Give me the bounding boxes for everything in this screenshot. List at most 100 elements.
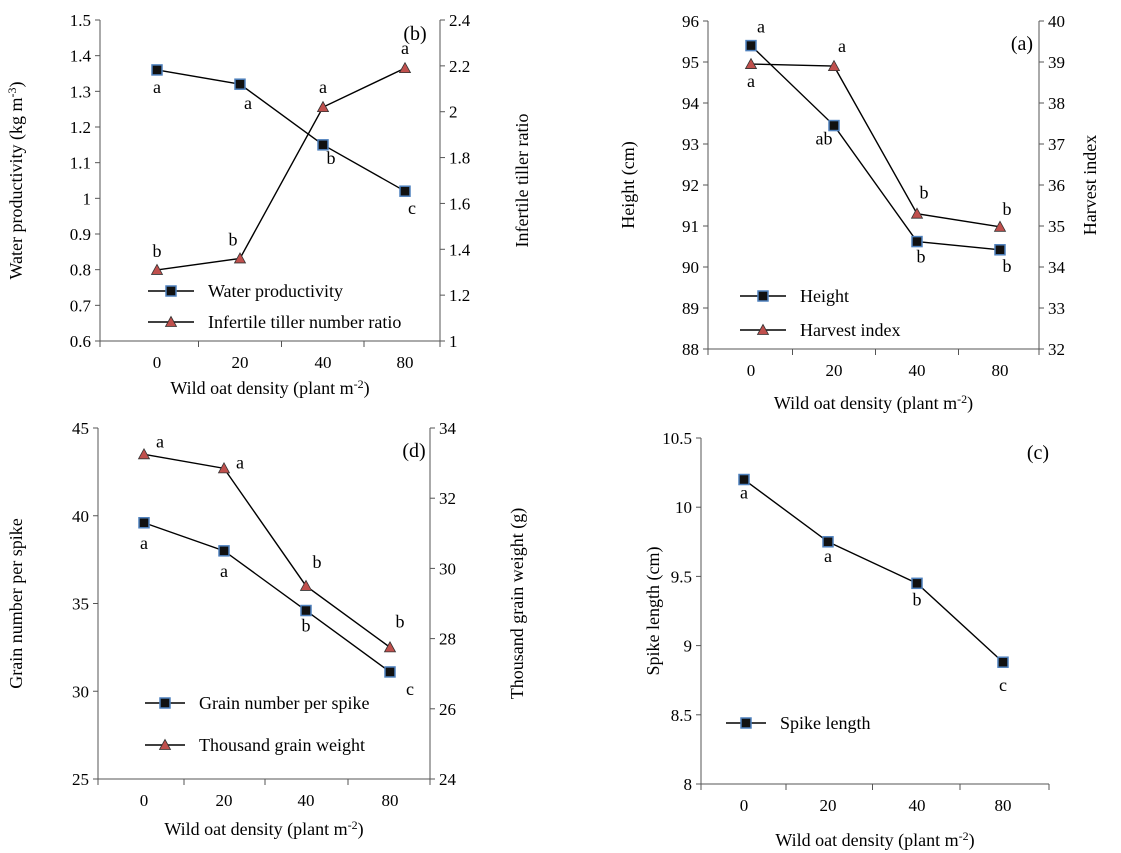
left-y-axis-title: Water productivity (kg m-3) [5,81,27,279]
right-y-tick-label: 1 [449,332,458,351]
data-point [217,462,231,474]
x-tick-label: 0 [747,361,756,380]
right-y-tick-label: 1.2 [449,286,470,305]
data-point [316,100,330,113]
chart-panel-0: 0.6 0.7 0.8 0.9 1 1.1 1.2 1.3 1.4 1.5 1 1.2 1.4 1.6 1.… [5,11,532,399]
data-point [994,244,1006,256]
data-point [218,545,230,557]
right-y-tick-label: 37 [1048,135,1066,154]
right-y-tick-label: 28 [439,630,456,649]
data-point [299,579,313,591]
data-point [738,473,750,486]
data-point [137,447,151,460]
left-y-tick-label: 91 [682,217,699,236]
left-y-tick-label: 93 [682,135,699,154]
x-tick-label: 40 [909,796,926,815]
left-y-tick-label: 1.3 [70,82,91,101]
series-line-1 [750,63,1001,228]
data-point [398,61,412,74]
data-point [828,119,840,132]
x-tick-label: 40 [298,791,315,810]
chart-panel-1: 88 89 90 91 92 93 94 95 96 32 33 34 35 36 37 38 39 40 0 20 4… [618,12,1100,414]
left-y-tick-label: 10 [675,498,692,517]
significance-letter: a [747,71,755,91]
left-y-tick-label: 1.4 [70,47,92,66]
left-y-tick-label: 40 [72,507,89,526]
significance-letter: a [319,77,327,97]
left-y-tick-label: 0.6 [70,332,91,351]
significance-letter: b [917,247,926,267]
data-point [138,517,150,529]
series-line-0 [156,69,406,192]
x-axis-title: Wild oat density (plant m-2) [774,392,973,414]
significance-letter: a [757,17,765,37]
left-y-tick-label: 35 [72,595,89,614]
x-tick-label: 20 [232,353,249,372]
left-y-tick-label: 8 [684,775,693,794]
left-y-tick-label: 92 [682,176,699,195]
significance-letter: a [153,77,161,97]
right-y-tick-label: 2 [449,103,458,122]
left-y-tick-label: 10.5 [662,429,692,448]
x-tick-label: 80 [995,796,1012,815]
series-line-0 [743,478,1004,663]
legend-marker [165,285,177,297]
x-tick-label: 80 [397,353,414,372]
legend-label: Water productivity [208,281,343,301]
left-y-tick-label: 0.9 [70,225,91,244]
right-y-tick-label: 34 [439,419,457,438]
right-y-tick-label: 35 [1048,217,1065,236]
right-y-tick-label: 32 [1048,340,1065,359]
series-line-1 [156,67,406,271]
right-y-tick-label: 1.6 [449,194,470,213]
legend-label: Infertile tiller number ratio [208,312,401,332]
significance-letter: b [229,229,238,249]
significance-letter: a [824,546,832,566]
left-y-tick-label: 1.2 [70,118,91,137]
left-y-tick-label: 0.7 [70,296,92,315]
right-y-tick-label: 34 [1048,258,1066,277]
data-point [383,641,397,653]
significance-letter: a [236,452,244,472]
legend-label: Spike length [780,713,871,733]
data-point [234,78,246,90]
data-point [827,59,841,71]
left-y-axis-title: Height (cm) [618,141,639,228]
left-y-tick-label: 1.1 [70,154,91,173]
legend-marker [158,738,172,750]
x-tick-label: 20 [216,791,233,810]
panel-label: (d) [402,440,425,462]
data-point [911,235,923,248]
series-line-0 [750,45,1001,251]
data-point [317,139,329,151]
x-tick-label: 0 [740,796,749,815]
left-y-tick-label: 8.5 [671,706,692,725]
left-y-axis-title: Grain number per spike [6,518,26,688]
significance-letter: a [156,431,164,451]
right-y-tick-label: 1.8 [449,149,470,168]
significance-letter: a [740,483,748,503]
left-y-tick-label: 95 [682,53,699,72]
legend-label: Thousand grain weight [199,735,365,755]
legend-marker [757,290,769,302]
significance-letter: b [913,589,922,609]
right-y-tick-label: 32 [439,489,456,508]
x-axis-title: Wild oat density (plant m-2) [170,377,369,399]
right-y-tick-label: 36 [1048,176,1065,195]
significance-letter: a [220,561,228,581]
right-y-axis-title: Harvest index [1080,135,1100,235]
left-y-tick-label: 45 [72,419,89,438]
chart-panel-3: 8 8.5 9 9.5 10 10.5 0 20 40 80 Wild oat density (p… [643,429,1050,851]
left-y-tick-label: 94 [682,94,700,113]
significance-letter: b [920,183,929,203]
right-y-tick-label: 24 [439,770,457,789]
left-y-tick-label: 89 [682,299,699,318]
significance-letter: b [327,148,336,168]
significance-letter: c [408,198,416,218]
legend-marker [159,697,171,709]
right-y-tick-label: 38 [1048,94,1065,113]
x-tick-label: 0 [140,791,149,810]
significance-letter: ab [816,129,833,149]
left-y-tick-label: 30 [72,682,89,701]
data-point [399,185,411,197]
